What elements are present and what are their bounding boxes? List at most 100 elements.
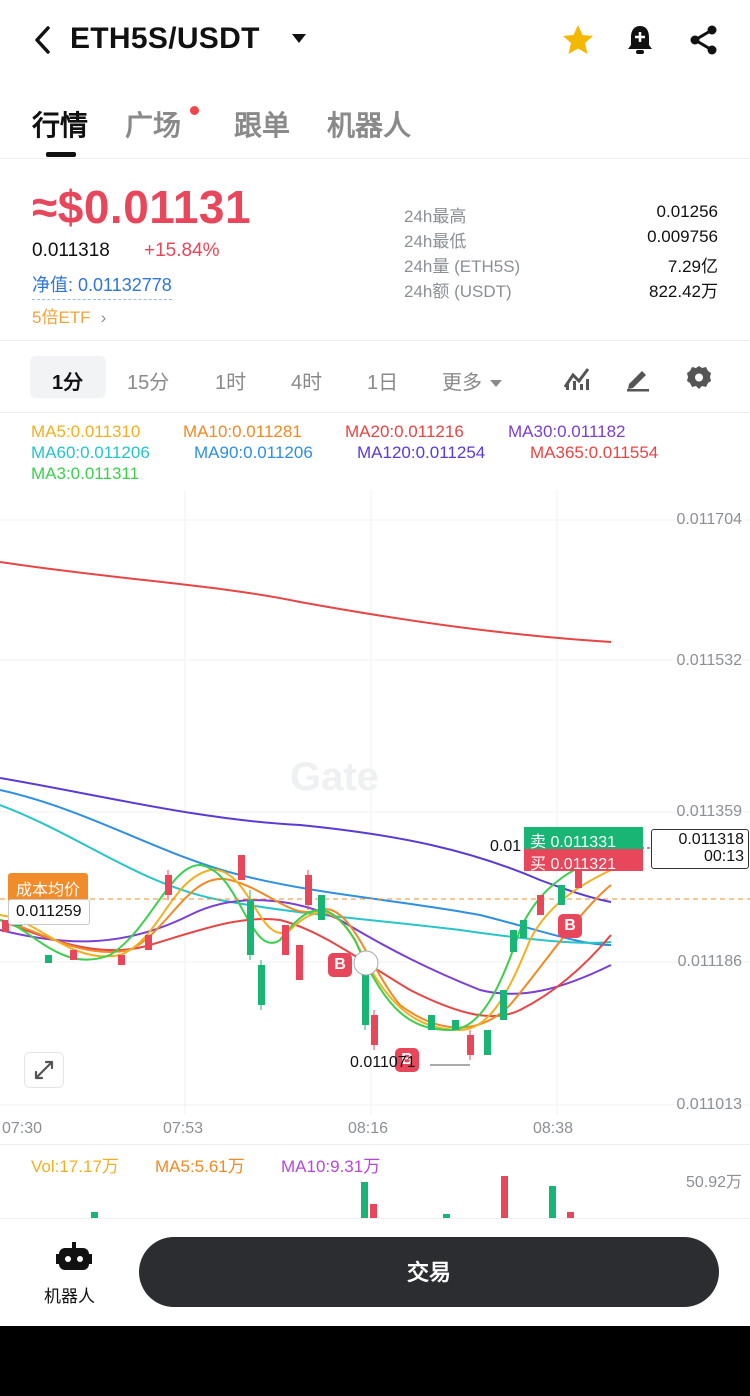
price-change: +15.84% bbox=[144, 240, 220, 261]
vol-legend-item: Vol:17.17万 bbox=[31, 1152, 119, 1177]
fullscreen-button[interactable] bbox=[24, 1052, 64, 1088]
timeframe-1m[interactable]: 1分 bbox=[52, 372, 84, 394]
crosshair-label: 0.01 bbox=[490, 838, 522, 855]
ma-legend-item: MA5:0.011310 bbox=[31, 422, 140, 442]
header: ETH5S/USDT bbox=[0, 0, 750, 84]
chevron-right-icon: › bbox=[100, 308, 107, 327]
x-axis-label: 07:30 bbox=[2, 1120, 43, 1137]
stat-label: 24h最低 bbox=[404, 232, 467, 251]
timeframe-4h[interactable]: 4时 bbox=[291, 372, 323, 394]
stat-label: 24h额 (USDT) bbox=[404, 282, 512, 301]
divider bbox=[0, 340, 750, 341]
net-value[interactable]: 净值: 0.01132778 bbox=[32, 271, 172, 300]
indicator-icon[interactable] bbox=[562, 363, 592, 393]
settings-icon[interactable] bbox=[684, 363, 714, 393]
ma90-line bbox=[0, 789, 612, 946]
timeframe-15m[interactable]: 15分 bbox=[127, 372, 170, 394]
timeframe-1h[interactable]: 1时 bbox=[215, 372, 247, 394]
stat-value: 0.009756 bbox=[647, 227, 718, 246]
x-axis-label: 08:16 bbox=[348, 1120, 389, 1137]
ma-legend-item: MA20:0.011216 bbox=[345, 422, 464, 442]
buy-marker[interactable]: B bbox=[328, 953, 352, 977]
ma90-label: MA90:0.011206 bbox=[194, 443, 313, 462]
pair-title[interactable]: ETH5S/USDT bbox=[70, 22, 260, 55]
x-axis-label: 08:38 bbox=[533, 1120, 574, 1137]
notification-dot bbox=[190, 106, 199, 115]
last-price-tag: 0.011318 00:13 bbox=[651, 829, 749, 869]
vol-label: Vol:17.17万 bbox=[31, 1157, 119, 1176]
tab-square[interactable]: 广场 bbox=[125, 110, 182, 141]
candlestick-chart[interactable]: Gate bbox=[0, 490, 750, 1150]
buy-marker[interactable]: B bbox=[395, 1048, 419, 1072]
ma365-line bbox=[0, 561, 612, 643]
ma-legend-item: MA120:0.011254 bbox=[357, 443, 485, 463]
bell-icon[interactable] bbox=[622, 22, 658, 58]
stat-value: 822.42万 bbox=[649, 282, 718, 301]
system-nav-bar bbox=[0, 1326, 750, 1396]
divider bbox=[0, 412, 750, 413]
ma5-line bbox=[0, 868, 612, 1032]
divider bbox=[0, 158, 750, 159]
vol-max-label: 50.92万 bbox=[685, 1174, 742, 1191]
divider bbox=[0, 1144, 750, 1145]
caret-down-icon[interactable] bbox=[292, 34, 306, 43]
sell-price-tag: 卖 0.011331 bbox=[524, 827, 643, 851]
ma3-label: MA3:0.011311 bbox=[31, 464, 140, 483]
x-axis-label: 07:53 bbox=[163, 1120, 204, 1137]
ma3-line bbox=[0, 859, 612, 1032]
vol-legend-item: MA10:9.31万 bbox=[281, 1152, 380, 1177]
min-price-label: 0.011071 bbox=[350, 1054, 416, 1071]
timeframe-active-bg bbox=[30, 356, 106, 398]
timeframe-1d[interactable]: 1日 bbox=[367, 372, 399, 394]
stat-value: 0.01256 bbox=[656, 202, 718, 221]
expand-icon bbox=[34, 1060, 54, 1080]
ma5-label: MA5:0.011310 bbox=[31, 422, 141, 441]
ma-legend-item: MA3:0.011311 bbox=[31, 464, 139, 484]
more-label: 更多 bbox=[442, 372, 482, 394]
ma60-line bbox=[0, 804, 612, 944]
hand-cursor-icon bbox=[353, 950, 379, 976]
ma-legend-item: MA365:0.011554 bbox=[530, 443, 658, 463]
buy-price-tag: 买 0.011321 bbox=[524, 849, 643, 873]
cost-price-tag: 成本均价 bbox=[8, 873, 89, 903]
star-icon[interactable] bbox=[560, 22, 596, 58]
vol-legend-item: MA5:5.61万 bbox=[155, 1152, 245, 1177]
ma20-label: MA20:0.011216 bbox=[345, 422, 464, 441]
candles bbox=[2, 855, 582, 1060]
robot-icon[interactable] bbox=[56, 1242, 92, 1274]
ma-legend-item: MA90:0.011206 bbox=[194, 443, 313, 463]
tab-market[interactable]: 行情 bbox=[32, 110, 89, 141]
last-price-value: 0.011318 bbox=[678, 831, 744, 848]
volume-bars bbox=[91, 1176, 574, 1218]
y-axis-label: 0.011359 bbox=[676, 803, 742, 820]
draw-icon[interactable] bbox=[623, 363, 653, 393]
vol-ma10-label: MA10:9.31万 bbox=[281, 1157, 381, 1176]
robot-label[interactable]: 机器人 bbox=[44, 1287, 95, 1306]
countdown: 00:13 bbox=[703, 848, 744, 865]
ma-legend-item: MA10:0.011281 bbox=[183, 422, 302, 442]
ma-legend-item: MA30:0.011182 bbox=[508, 422, 626, 442]
y-axis-label: 0.011186 bbox=[677, 953, 742, 970]
timeframe-more[interactable]: 更多 bbox=[442, 366, 502, 395]
tab-copy-trade[interactable]: 跟单 bbox=[234, 110, 291, 141]
ma20-line bbox=[0, 918, 612, 1018]
ma-legend-item: MA60:0.011206 bbox=[31, 443, 150, 463]
ma365-label: MA365:0.011554 bbox=[530, 443, 659, 462]
stat-value: 7.29亿 bbox=[667, 257, 718, 276]
vol-ma5-label: MA5:5.61万 bbox=[155, 1157, 245, 1176]
active-tab-indicator bbox=[46, 152, 76, 157]
tab-robot[interactable]: 机器人 bbox=[327, 110, 412, 141]
caret-down-icon bbox=[490, 380, 502, 388]
y-axis-label: 0.011532 bbox=[676, 652, 742, 669]
main-price: ≈$0.01131 bbox=[32, 181, 252, 233]
buy-marker[interactable]: B bbox=[558, 914, 582, 938]
ma10-label: MA10:0.011281 bbox=[183, 422, 302, 441]
back-icon[interactable] bbox=[28, 22, 60, 58]
ma120-label: MA120:0.011254 bbox=[357, 443, 486, 462]
share-icon[interactable] bbox=[686, 22, 722, 58]
trade-button[interactable]: 交易 bbox=[139, 1237, 719, 1307]
y-axis-label: 0.011013 bbox=[676, 1096, 742, 1113]
cost-price-value: 0.011259 bbox=[8, 899, 90, 925]
y-axis-label: 0.011704 bbox=[676, 511, 742, 528]
etf-link[interactable]: 5倍ETF › bbox=[32, 303, 106, 328]
